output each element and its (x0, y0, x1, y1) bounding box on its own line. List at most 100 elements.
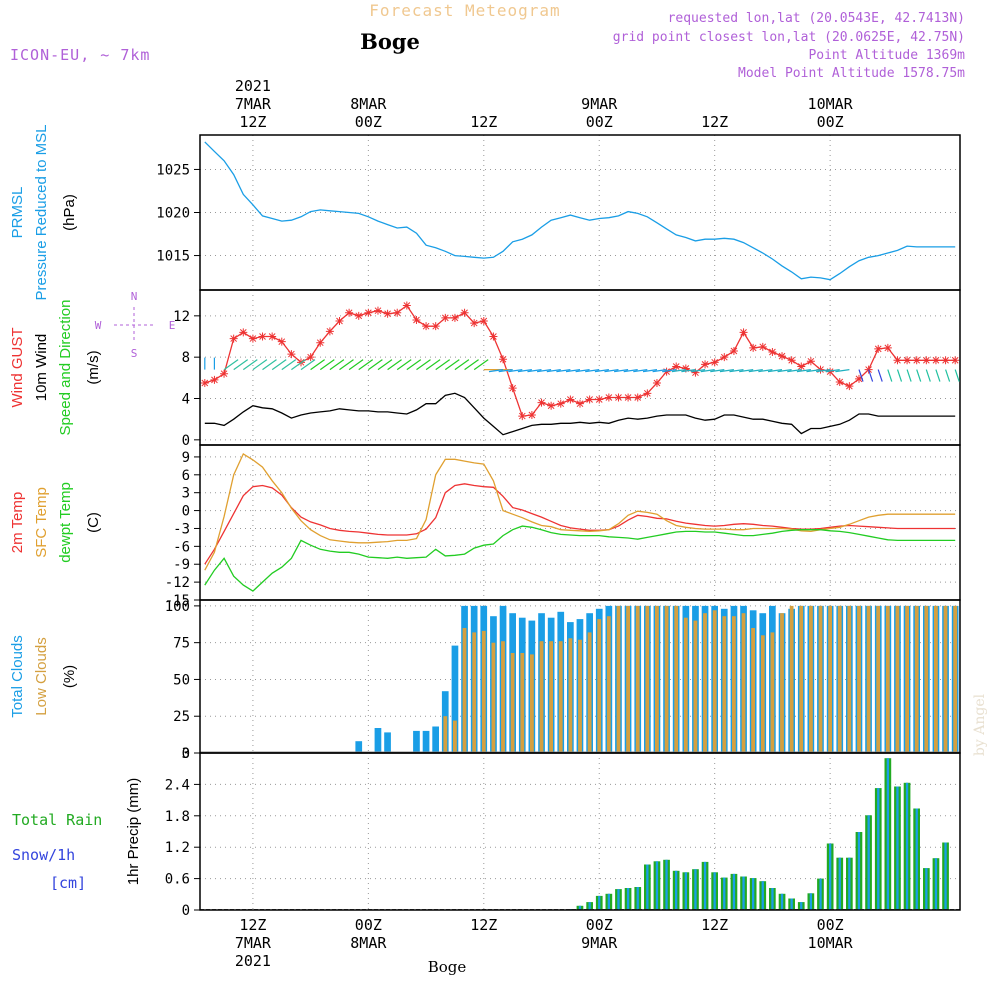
y-tick-label: 50 (173, 672, 190, 688)
gust-marker (691, 368, 700, 377)
low-cloud-bar (606, 616, 611, 753)
low-cloud-bar (751, 628, 755, 753)
gust-marker (624, 393, 633, 402)
y-tick-label: -15 (165, 593, 190, 609)
wind-arrow (565, 369, 581, 373)
y-tick-label: 1025 (156, 162, 190, 178)
low-cloud-bar (953, 605, 958, 753)
wind-arrow (281, 359, 297, 371)
wind-arrow (710, 369, 725, 373)
low-cloud-bar (539, 641, 544, 753)
y-tick-label: -12 (165, 575, 190, 591)
requested-coords: requested lon,lat (20.0543E, 42.7413N) (668, 11, 965, 26)
wind-arrow (652, 369, 667, 373)
gust-marker (854, 374, 863, 383)
gust-marker (720, 353, 729, 362)
bottom-axis-label: 12Z (470, 916, 497, 934)
y-tick-label: -9 (173, 557, 190, 573)
wind-arrow (700, 369, 715, 373)
snow-bar (905, 782, 909, 910)
low-cloud-bar (549, 641, 553, 753)
chart-panels: 1015 1020 1025 PRMSL Pressure Reduced to MSL… (9, 125, 961, 919)
low-cloud-bar (905, 605, 909, 753)
panel-ylabel: dewpt Temp (57, 482, 74, 563)
y-tick-label: 75 (173, 636, 190, 652)
model-label: ICON-EU, ~ 7km (10, 46, 150, 64)
gust-marker (614, 393, 623, 402)
panel-pressure: 1015 1020 1025 PRMSL Pressure Reduced to MSL… (9, 125, 961, 300)
panel-wind: 0 4 8 12 Wind GUST 10m Wind Speed and Directio… (9, 289, 961, 449)
panel-ylabel: Speed and Direction (57, 300, 74, 436)
gust-marker (931, 356, 940, 365)
snow-bar (703, 861, 707, 910)
y-tick-label: 1.8 (165, 809, 190, 825)
series-line-10m-wind (204, 392, 956, 436)
snow-bar (742, 876, 745, 910)
total-cloud-bar (422, 730, 430, 753)
gust-marker (277, 337, 286, 346)
gust-marker (845, 382, 854, 391)
wind-arrow (300, 359, 316, 371)
panel-ylabel: Wind GUST (9, 327, 26, 407)
wind-arrow (233, 359, 249, 371)
model-altitude: Model Point Altitude 1578.75m (738, 66, 965, 81)
low-cloud-bar (712, 610, 717, 753)
top-axis-label: 10MAR (808, 95, 854, 113)
low-cloud-bar (520, 653, 525, 753)
low-cloud-bar (462, 628, 467, 753)
gust-marker (479, 317, 488, 325)
gust-marker (422, 322, 431, 331)
wind-arrow (310, 359, 325, 371)
wind-arrow (339, 359, 354, 371)
compass-cross (114, 307, 154, 343)
compass-w: W (95, 319, 102, 332)
compass-n: N (131, 290, 138, 303)
low-cloud-bar (818, 605, 823, 753)
low-cloud-bar (760, 635, 765, 753)
gust-marker (883, 343, 892, 352)
low-cloud-bar (924, 605, 929, 753)
low-cloud-bar (722, 616, 727, 753)
top-axis-label: 00Z (355, 113, 382, 131)
low-cloud-bar (674, 605, 679, 753)
wind-arrow (223, 359, 239, 371)
gust-marker (210, 375, 219, 384)
wind-arrow (473, 359, 489, 371)
gust-marker (633, 393, 642, 402)
wind-arrow (527, 369, 542, 373)
wind-arrow (887, 369, 893, 382)
snow-bar (607, 893, 610, 910)
point-altitude: Point Altitude 1369m (808, 48, 965, 63)
panel-ylabel: PRMSL (9, 187, 26, 239)
low-cloud-bar (626, 605, 630, 753)
wind-direction-arrows (204, 357, 960, 382)
gust-marker (729, 346, 738, 355)
low-cloud-bar (789, 605, 794, 753)
y-tick-label: 1015 (156, 249, 190, 265)
total-cloud-bar (384, 732, 391, 753)
compass-s: S (131, 347, 138, 360)
wind-arrow (252, 359, 268, 371)
y-tick-label: 100 (165, 599, 190, 615)
wind-arrow (358, 359, 374, 371)
wind-arrow (546, 369, 561, 373)
gust-marker (701, 360, 710, 369)
snow-bar (732, 873, 736, 910)
snow-bar (626, 888, 630, 910)
gust-marker (826, 367, 835, 376)
snow-bar (886, 758, 889, 910)
gust-marker (239, 328, 248, 337)
total-cloud-bar (451, 645, 459, 753)
snow-bar (636, 887, 639, 910)
gust-marker (441, 313, 450, 322)
bottom-axis-label: 2021 (235, 952, 271, 970)
wind-arrow (348, 359, 364, 371)
low-cloud-bar (491, 642, 496, 753)
precip-snow-unit: [cm] (50, 874, 86, 892)
wind-arrow (454, 359, 470, 371)
wind-arrow (729, 369, 744, 373)
y-tick-label: 4 (182, 392, 190, 408)
gridpoint-coords: grid point closest lon,lat (20.0625E, 42… (613, 30, 965, 45)
wind-arrow (945, 369, 951, 382)
snow-bar (723, 877, 726, 910)
